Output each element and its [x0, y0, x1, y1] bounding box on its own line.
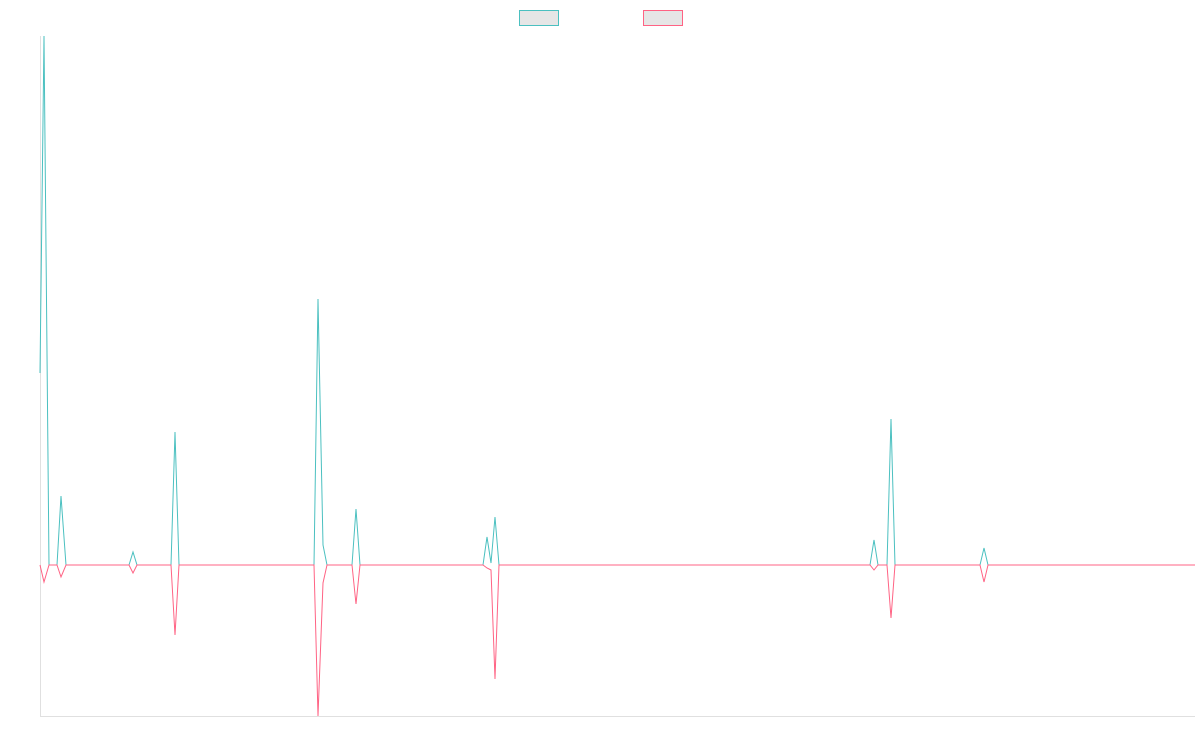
- legend-swatch: [519, 10, 559, 26]
- series-line: [39, 564, 1195, 717]
- series-line: [39, 35, 1195, 566]
- legend-swatch: [643, 10, 683, 26]
